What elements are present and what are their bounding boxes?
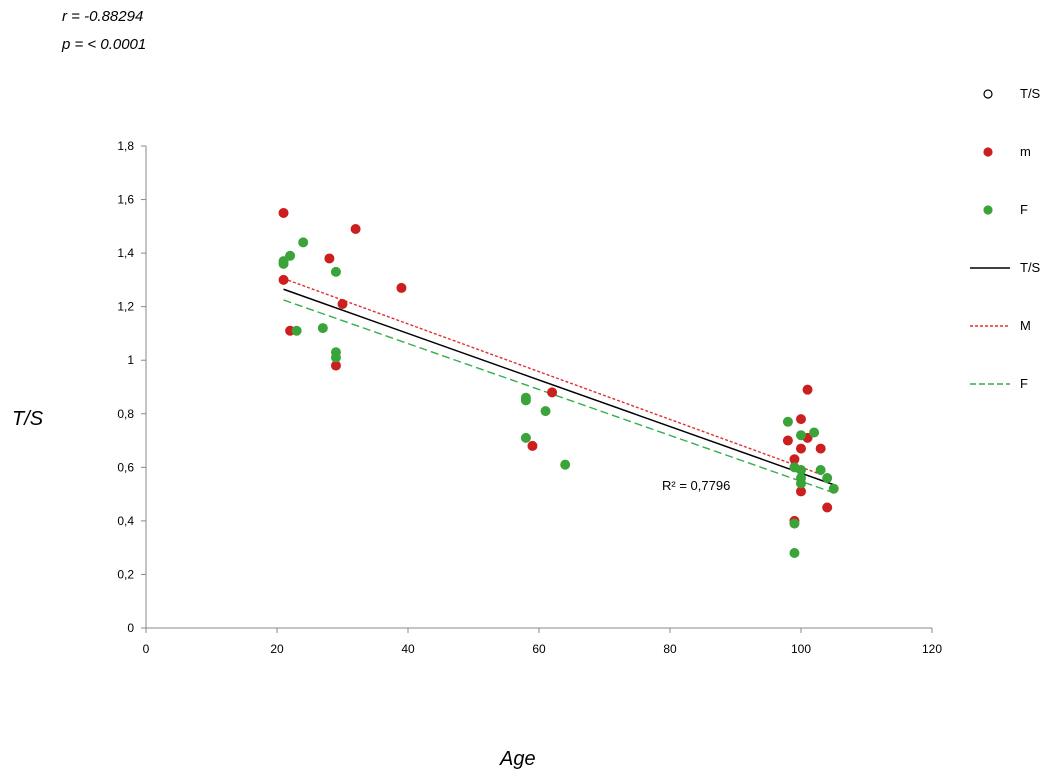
- y-tick-label: 1,2: [117, 300, 134, 314]
- point-m: [324, 253, 335, 264]
- point-f: [796, 430, 806, 441]
- x-tick-label: 80: [663, 642, 677, 656]
- legend-label: T/S: [1020, 86, 1041, 101]
- legend-label: T/S: [1020, 260, 1041, 275]
- y-tick-label: 1,6: [117, 193, 134, 207]
- legend-item: F: [960, 200, 1046, 220]
- point-f: [789, 518, 800, 529]
- trendline-f: [283, 299, 834, 494]
- legend-line-icon: [970, 383, 1010, 385]
- y-tick-label: 1,8: [117, 139, 134, 153]
- point-f: [809, 427, 820, 438]
- point-m: [396, 282, 407, 293]
- y-tick-label: 0,6: [117, 460, 134, 474]
- x-tick-label: 40: [401, 642, 415, 656]
- point-f: [520, 395, 531, 406]
- point-m: [278, 274, 289, 285]
- point-f: [822, 473, 833, 484]
- point-f: [540, 406, 551, 417]
- point-f: [560, 459, 571, 470]
- legend-label: F: [1020, 376, 1028, 391]
- point-m: [547, 387, 558, 398]
- x-tick-label: 0: [143, 642, 150, 656]
- x-tick-label: 20: [270, 642, 284, 656]
- legend-label: F: [1020, 202, 1028, 217]
- x-axis-title: Age: [500, 748, 536, 770]
- point-f: [317, 323, 328, 334]
- point-f: [298, 237, 309, 248]
- y-tick-label: 0: [127, 621, 134, 635]
- r-squared-label: R² = 0,7796: [662, 478, 731, 493]
- point-m: [782, 435, 793, 446]
- legend-line-icon: [970, 325, 1010, 327]
- legend-item: T/S: [960, 258, 1046, 278]
- legend-label: m: [1020, 144, 1031, 159]
- point-m: [815, 443, 826, 454]
- point-m: [350, 224, 361, 235]
- x-tick-label: 60: [532, 642, 546, 656]
- point-f: [285, 250, 296, 261]
- legend-item: T/S: [960, 84, 1046, 104]
- point-f: [828, 483, 839, 494]
- point-m: [527, 440, 538, 451]
- point-m: [822, 502, 833, 513]
- y-tick-label: 0,8: [117, 407, 134, 421]
- correlation-r-label: r = -0.88294: [62, 8, 144, 25]
- y-tick-label: 0,2: [117, 567, 134, 581]
- point-m: [802, 384, 813, 395]
- p-value-label: p = < 0.0001: [62, 36, 147, 53]
- legend-marker-icon: [983, 147, 993, 157]
- y-axis-title: T/S: [12, 408, 44, 430]
- point-f: [278, 258, 289, 269]
- point-f: [330, 352, 341, 363]
- point-m: [278, 207, 289, 218]
- point-f: [782, 416, 793, 427]
- legend-item: M: [960, 316, 1046, 336]
- y-tick-label: 0,4: [117, 514, 134, 528]
- x-tick-label: 120: [922, 642, 942, 656]
- point-m: [337, 298, 348, 309]
- legend-label: M: [1020, 318, 1031, 333]
- x-tick-label: 100: [791, 642, 811, 656]
- trendline-m: [283, 277, 828, 478]
- legend-marker-icon: [983, 205, 993, 215]
- point-m: [796, 443, 806, 454]
- point-f: [291, 325, 302, 336]
- point-f: [520, 432, 531, 443]
- y-tick-label: 1,4: [117, 246, 134, 260]
- legend-marker-icon: [983, 89, 993, 99]
- y-tick-label: 1: [127, 353, 134, 367]
- legend-line-icon: [970, 267, 1010, 269]
- legend-item: m: [960, 142, 1046, 162]
- point-f: [789, 548, 800, 559]
- point-f: [330, 266, 341, 277]
- trendline-ts: [283, 288, 835, 486]
- point-f: [815, 465, 826, 476]
- point-m: [796, 414, 806, 425]
- point-f: [796, 478, 806, 489]
- legend-item: F: [960, 374, 1046, 394]
